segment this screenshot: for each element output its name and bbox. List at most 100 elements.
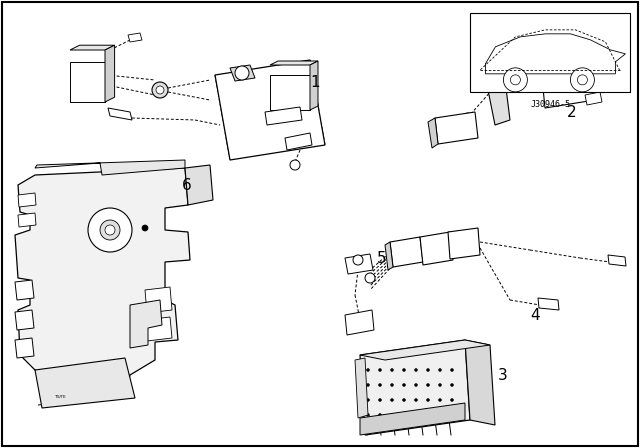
Polygon shape <box>145 287 172 313</box>
Circle shape <box>378 399 381 401</box>
Circle shape <box>415 369 417 371</box>
Circle shape <box>451 383 454 387</box>
Circle shape <box>390 414 394 417</box>
Polygon shape <box>310 61 318 110</box>
Polygon shape <box>88 372 127 392</box>
Circle shape <box>367 369 369 371</box>
Polygon shape <box>435 112 478 144</box>
Polygon shape <box>355 358 368 418</box>
Circle shape <box>365 273 375 283</box>
Circle shape <box>235 66 249 80</box>
Polygon shape <box>345 254 373 274</box>
Circle shape <box>156 86 164 94</box>
Circle shape <box>378 414 381 417</box>
Polygon shape <box>18 193 36 207</box>
Polygon shape <box>345 310 374 335</box>
Circle shape <box>415 383 417 387</box>
Circle shape <box>142 225 148 231</box>
Text: TIUTE: TIUTE <box>54 395 66 399</box>
Bar <box>470 13 630 92</box>
Circle shape <box>403 399 406 401</box>
Polygon shape <box>108 108 132 120</box>
Circle shape <box>415 399 417 401</box>
Polygon shape <box>265 107 302 125</box>
Polygon shape <box>15 280 34 300</box>
Polygon shape <box>105 45 115 102</box>
Text: 1: 1 <box>310 74 320 90</box>
Circle shape <box>438 414 442 417</box>
Polygon shape <box>428 118 438 148</box>
Circle shape <box>451 414 454 417</box>
Polygon shape <box>490 15 560 80</box>
Circle shape <box>451 399 454 401</box>
Polygon shape <box>185 165 213 205</box>
Polygon shape <box>540 50 595 108</box>
Circle shape <box>438 383 442 387</box>
Polygon shape <box>270 61 318 65</box>
Text: J30946-5: J30946-5 <box>531 100 570 109</box>
Circle shape <box>415 414 417 417</box>
Polygon shape <box>128 33 142 42</box>
Polygon shape <box>448 228 480 259</box>
Circle shape <box>426 399 429 401</box>
Polygon shape <box>420 232 453 265</box>
Circle shape <box>504 68 527 92</box>
Circle shape <box>88 208 132 252</box>
Circle shape <box>426 414 429 417</box>
Circle shape <box>511 75 520 85</box>
Polygon shape <box>18 213 36 227</box>
Circle shape <box>152 82 168 98</box>
Circle shape <box>438 369 442 371</box>
Circle shape <box>577 75 588 85</box>
Circle shape <box>463 113 473 123</box>
Text: 6: 6 <box>182 177 192 193</box>
Polygon shape <box>130 300 162 348</box>
Circle shape <box>390 369 394 371</box>
Circle shape <box>438 399 442 401</box>
Circle shape <box>390 399 394 401</box>
Circle shape <box>100 220 120 240</box>
Polygon shape <box>488 20 510 125</box>
Polygon shape <box>55 376 90 400</box>
Circle shape <box>105 225 115 235</box>
Circle shape <box>403 383 406 387</box>
Polygon shape <box>230 65 255 81</box>
Polygon shape <box>145 317 172 341</box>
Polygon shape <box>390 237 423 267</box>
Polygon shape <box>35 160 185 175</box>
Polygon shape <box>465 340 495 425</box>
Polygon shape <box>360 340 470 435</box>
Polygon shape <box>360 340 490 360</box>
Polygon shape <box>35 358 135 408</box>
Polygon shape <box>15 168 190 398</box>
Circle shape <box>390 383 394 387</box>
Circle shape <box>555 68 575 88</box>
Circle shape <box>367 399 369 401</box>
Circle shape <box>403 369 406 371</box>
Circle shape <box>570 68 595 92</box>
Polygon shape <box>485 34 625 74</box>
Circle shape <box>378 369 381 371</box>
Text: 3: 3 <box>498 367 508 383</box>
Circle shape <box>426 369 429 371</box>
Polygon shape <box>385 242 393 270</box>
Polygon shape <box>15 338 34 358</box>
Text: 2: 2 <box>567 104 577 120</box>
Circle shape <box>403 414 406 417</box>
Polygon shape <box>585 92 602 105</box>
Polygon shape <box>215 60 325 160</box>
Circle shape <box>367 414 369 417</box>
Circle shape <box>560 73 570 83</box>
Circle shape <box>426 383 429 387</box>
Polygon shape <box>270 75 310 110</box>
Polygon shape <box>538 298 559 310</box>
Polygon shape <box>285 133 312 150</box>
Polygon shape <box>608 255 626 266</box>
Circle shape <box>353 255 363 265</box>
Polygon shape <box>360 403 465 435</box>
Text: 5: 5 <box>377 250 387 266</box>
Polygon shape <box>70 62 105 102</box>
Circle shape <box>451 369 454 371</box>
Polygon shape <box>70 45 115 50</box>
Polygon shape <box>15 310 34 330</box>
